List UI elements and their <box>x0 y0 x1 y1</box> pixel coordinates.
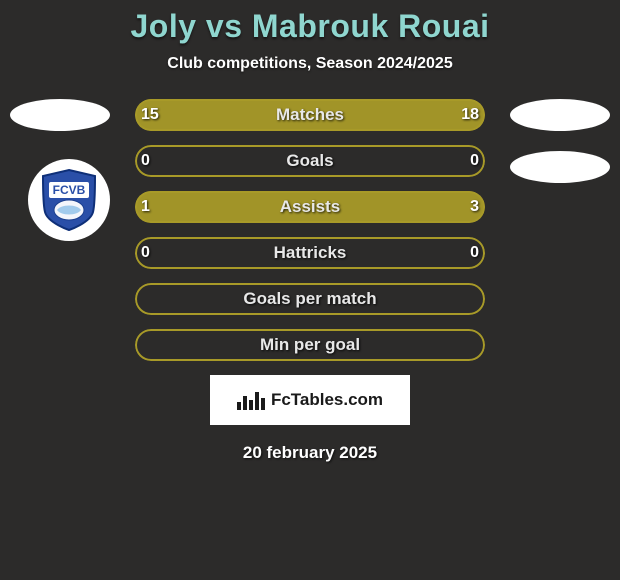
stat-label: Min per goal <box>135 329 485 361</box>
stat-row: Min per goal <box>135 329 485 361</box>
shield-icon: FCVB <box>39 168 99 232</box>
stat-row: Goals per match <box>135 283 485 315</box>
content-wrapper: Joly vs Mabrouk Rouai Club competitions,… <box>0 0 620 463</box>
brand-box[interactable]: FcTables.com <box>210 375 410 425</box>
stats-area: FCVB Matches1518Goals00Assists13Hattrick… <box>0 99 620 361</box>
stat-row: Goals00 <box>135 145 485 177</box>
player-right-placeholder <box>510 99 610 131</box>
stat-value-right: 18 <box>429 99 479 131</box>
stat-row: Hattricks00 <box>135 237 485 269</box>
stat-value-left: 15 <box>141 99 191 131</box>
stat-value-left: 0 <box>141 237 191 269</box>
stat-value-left: 1 <box>141 191 191 223</box>
team-left-badge: FCVB <box>28 159 110 241</box>
footer-date: 20 february 2025 <box>0 443 620 463</box>
stat-value-left: 0 <box>141 145 191 177</box>
stat-label: Goals per match <box>135 283 485 315</box>
stat-row: Assists13 <box>135 191 485 223</box>
stat-row: Matches1518 <box>135 99 485 131</box>
team-right-placeholder <box>510 151 610 183</box>
page-subtitle: Club competitions, Season 2024/2025 <box>0 55 620 73</box>
stat-value-right: 0 <box>429 145 479 177</box>
stat-value-right: 3 <box>429 191 479 223</box>
brand-text: FcTables.com <box>271 390 383 410</box>
player-left-placeholder <box>10 99 110 131</box>
badge-text: FCVB <box>53 183 86 197</box>
page-title: Joly vs Mabrouk Rouai <box>0 8 620 45</box>
stat-value-right: 0 <box>429 237 479 269</box>
chart-bars-icon <box>237 390 265 410</box>
